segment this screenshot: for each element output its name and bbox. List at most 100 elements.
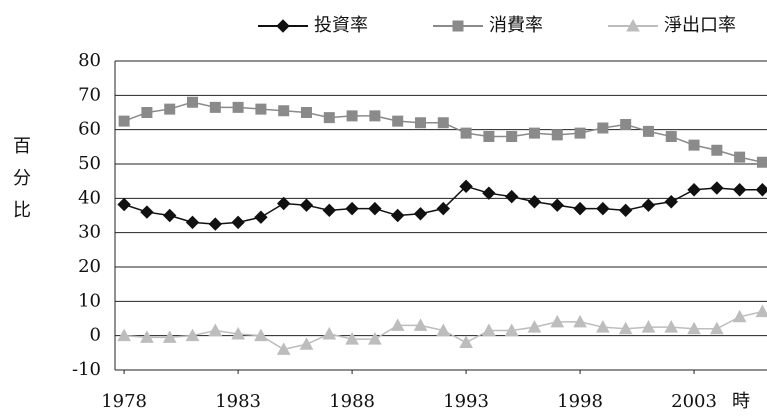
marker bbox=[755, 304, 767, 318]
marker bbox=[436, 201, 450, 216]
marker bbox=[299, 198, 314, 212]
marker bbox=[551, 129, 563, 141]
marker bbox=[162, 330, 177, 343]
marker bbox=[278, 105, 290, 117]
y-tick-label: 10 bbox=[78, 290, 101, 311]
marker bbox=[118, 115, 130, 127]
marker bbox=[322, 326, 337, 340]
marker bbox=[231, 326, 245, 340]
marker bbox=[369, 110, 381, 122]
marker bbox=[642, 125, 654, 137]
marker bbox=[573, 314, 587, 328]
marker bbox=[528, 127, 540, 139]
marker bbox=[687, 321, 701, 335]
marker bbox=[140, 330, 154, 343]
x-axis-label: 時 bbox=[732, 391, 750, 412]
y-tick-label: 70 bbox=[78, 84, 101, 105]
marker bbox=[550, 198, 564, 212]
marker bbox=[459, 335, 473, 349]
marker bbox=[711, 144, 723, 156]
y-tick-label: -10 bbox=[72, 359, 101, 380]
marker bbox=[117, 197, 131, 212]
marker bbox=[299, 337, 314, 350]
marker bbox=[413, 318, 428, 331]
marker bbox=[164, 103, 176, 115]
marker bbox=[254, 210, 268, 224]
y-tick-label: 50 bbox=[78, 153, 101, 174]
marker bbox=[756, 156, 767, 168]
marker bbox=[665, 131, 677, 143]
marker bbox=[185, 328, 200, 342]
marker bbox=[527, 320, 542, 333]
x-tick-label: 1978 bbox=[101, 391, 147, 412]
marker bbox=[187, 96, 199, 108]
marker bbox=[618, 203, 633, 218]
y-tick-label: 30 bbox=[78, 222, 101, 243]
marker bbox=[414, 117, 426, 129]
marker bbox=[323, 112, 335, 124]
legend-label: 消費率 bbox=[489, 15, 543, 36]
marker bbox=[459, 179, 473, 194]
marker bbox=[390, 318, 405, 331]
marker bbox=[597, 122, 609, 134]
marker bbox=[413, 207, 428, 221]
marker bbox=[483, 131, 495, 143]
legend-marker bbox=[626, 18, 640, 32]
legend-label: 淨出口率 bbox=[664, 15, 736, 36]
marker bbox=[734, 151, 746, 163]
marker bbox=[504, 323, 519, 337]
marker bbox=[209, 101, 221, 113]
marker bbox=[596, 320, 610, 333]
marker bbox=[322, 203, 337, 218]
x-tick-label: 1993 bbox=[443, 391, 489, 412]
marker bbox=[664, 320, 679, 333]
x-tick-label: 2003 bbox=[671, 391, 717, 412]
marker bbox=[368, 201, 382, 216]
marker bbox=[504, 189, 519, 204]
marker bbox=[141, 107, 153, 118]
legend-marker bbox=[276, 19, 290, 33]
marker bbox=[620, 119, 632, 131]
marker bbox=[300, 107, 312, 118]
marker bbox=[345, 332, 359, 345]
marker bbox=[390, 208, 405, 223]
y-tick-label: 0 bbox=[90, 325, 101, 346]
marker bbox=[596, 201, 610, 216]
marker bbox=[641, 198, 656, 212]
marker bbox=[346, 110, 358, 122]
marker bbox=[506, 131, 518, 143]
marker bbox=[732, 183, 747, 197]
marker bbox=[392, 115, 404, 127]
marker bbox=[618, 321, 633, 335]
marker bbox=[255, 103, 267, 115]
legend-label: 投資率 bbox=[314, 15, 368, 36]
marker bbox=[573, 201, 587, 216]
marker bbox=[231, 215, 245, 230]
x-tick-label: 1983 bbox=[215, 391, 261, 412]
marker bbox=[185, 215, 200, 230]
marker bbox=[117, 328, 131, 342]
marker bbox=[710, 321, 724, 335]
marker bbox=[460, 127, 472, 139]
marker bbox=[688, 139, 700, 151]
marker bbox=[687, 183, 701, 197]
marker bbox=[550, 314, 565, 328]
marker bbox=[140, 205, 154, 219]
marker bbox=[208, 217, 223, 231]
marker bbox=[732, 309, 747, 323]
y-axis-label: 百分比 bbox=[10, 136, 31, 232]
marker bbox=[755, 183, 767, 197]
marker bbox=[208, 323, 223, 337]
marker bbox=[368, 332, 382, 345]
marker bbox=[574, 127, 586, 139]
marker bbox=[163, 208, 177, 223]
y-tick-label: 20 bbox=[78, 256, 101, 277]
x-tick-label: 1998 bbox=[557, 391, 603, 412]
marker bbox=[232, 101, 244, 113]
y-tick-label: 60 bbox=[78, 119, 101, 140]
marker bbox=[482, 186, 496, 200]
y-tick-label: 40 bbox=[78, 187, 101, 208]
legend-marker bbox=[452, 20, 464, 32]
marker bbox=[710, 181, 724, 195]
